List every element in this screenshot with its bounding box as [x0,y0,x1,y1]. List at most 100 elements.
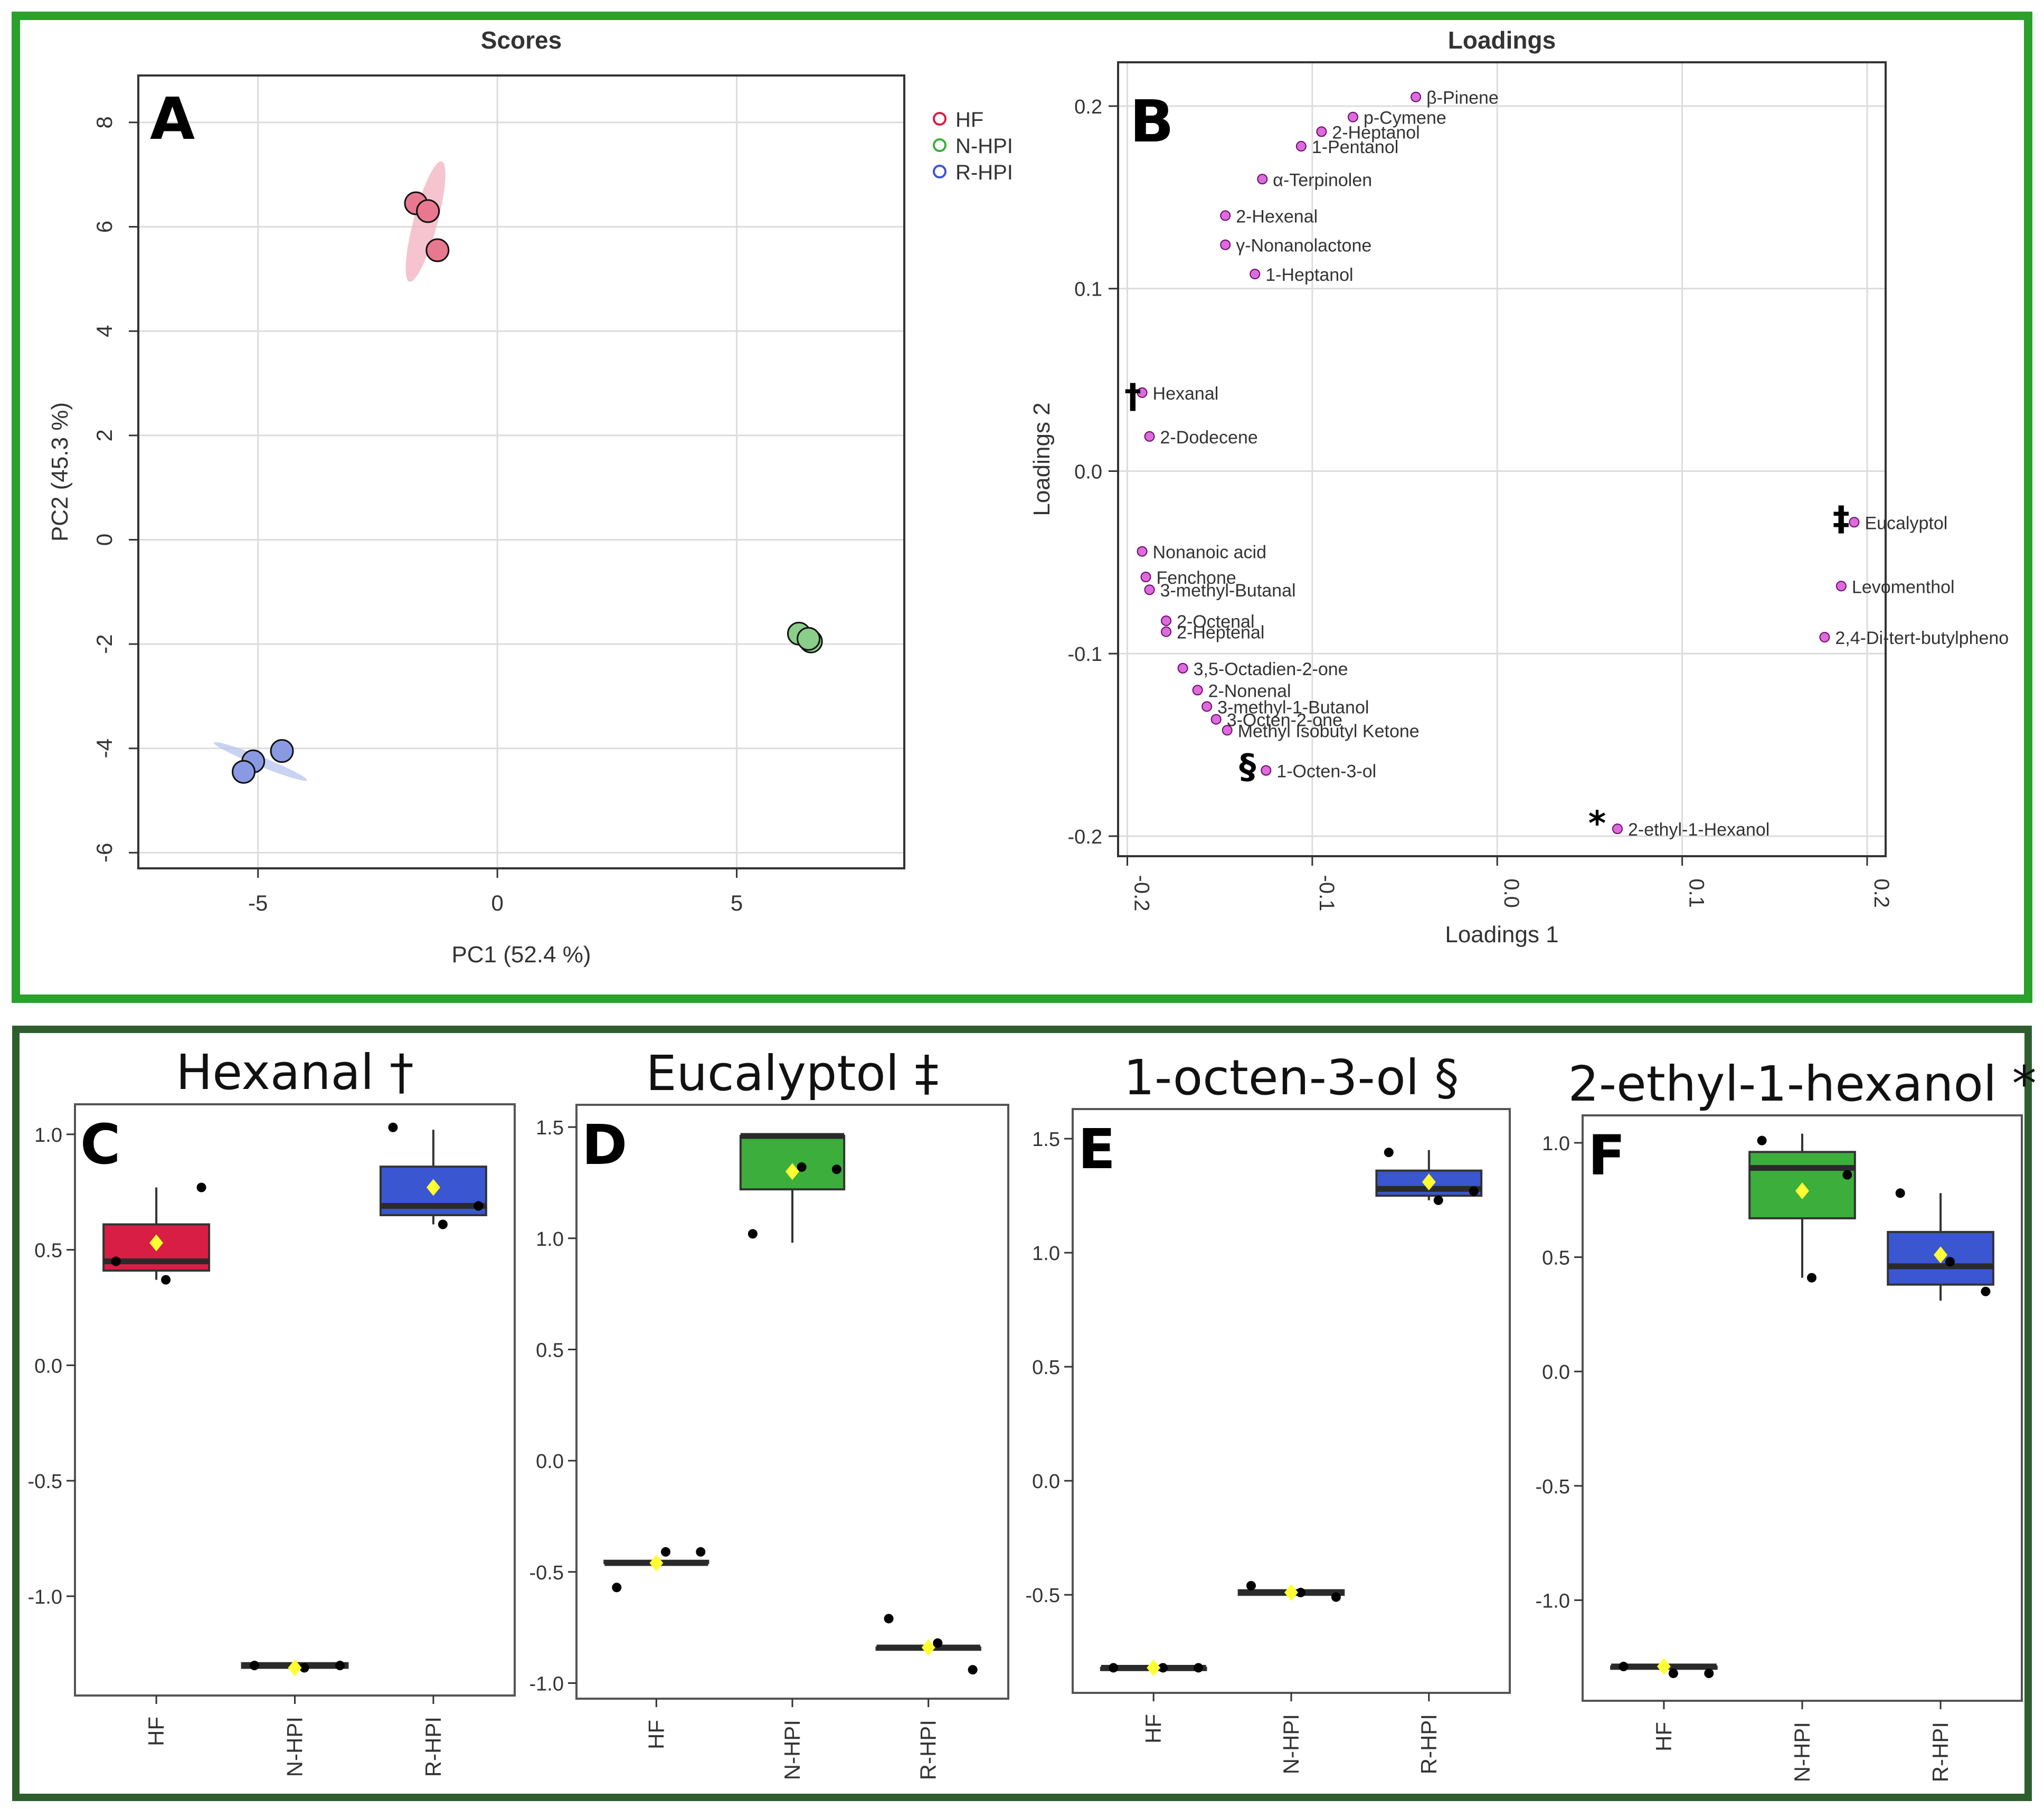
boxplot-y-tick-label: 1.5 [1032,1129,1060,1151]
boxplot-x-tick-label: R-HPI [1416,1714,1441,1774]
data-point [1295,1587,1305,1597]
data-point [1806,1273,1816,1283]
loading-point [1192,685,1203,696]
boxplot-f: -1.0 -0.5 0.0 0.5 1.0 HF N-HPI R-HPI 2-ethyl-1-h… [1536,1056,2037,1782]
scores-y-tick-label: 2 [92,429,117,441]
mean-marker [649,1554,664,1571]
loading-label: Methyl Isobutyl Ketone [1238,721,1420,741]
mean-marker [288,1659,302,1677]
loading-point [1261,765,1272,776]
loading-point [1161,626,1172,637]
loading-label: Nonanoic acid [1153,543,1266,563]
boxplot-x-tick-label: HF [1651,1722,1676,1751]
loadings-x-tick-label: -0.1 [1315,875,1338,912]
mean-marker [921,1639,935,1656]
loading-label: 3,5-Octadien-2-one [1194,659,1348,679]
scores-x-tick-label: -5 [248,891,268,915]
data-point [438,1219,448,1229]
loading-label: 1-Heptanol [1265,265,1353,285]
boxplot-y-tick-label: -0.5 [28,1471,62,1493]
scores-y-tick-label: -6 [92,843,117,863]
boxplot-y-tick-label: 1.0 [536,1228,564,1251]
boxplot-x-tick-label: N-HPI [780,1720,805,1780]
boxplot-y-tick-label: 0.0 [34,1355,62,1377]
score-point-r-hpi [270,739,294,763]
panel-label-a: A [150,85,195,153]
scores-y-tick-label: 8 [92,116,117,128]
loading-point [1612,823,1623,835]
scores-title: Scores [481,26,562,54]
loading-point [1849,517,1860,528]
loading-label: 2-Nonenal [1208,681,1291,701]
mean-marker [1284,1584,1298,1601]
legend-marker-n-hpi [933,138,947,152]
loadings-x-tick-label: -0.2 [1130,875,1153,912]
boxplot-x-tick-label: HF [1141,1714,1166,1744]
loading-label: 2-Dodecene [1160,428,1258,448]
significance-marker: § [1239,748,1256,787]
boxplot-y-tick-label: 1.0 [1032,1243,1060,1265]
loadings-y-tick-label: 0.2 [1074,96,1102,118]
plots-layer: -5 0 5 -6 -4 -2 0 2 4 6 8 Scores A PC1 (52.4 %) PC2 (4… [28,26,2037,1782]
loading-point [1220,210,1231,221]
boxplot-x-tick-label: N-HPI [1790,1722,1814,1782]
data-point [335,1661,345,1671]
significance-marker: * [1588,804,1606,844]
boxplot-y-tick-label: 1.0 [34,1124,62,1147]
data-point [250,1661,260,1671]
data-point [1331,1592,1341,1602]
loadings-x-axis-label: Loadings 1 [1445,922,1558,948]
loading-point [1161,615,1172,626]
data-point [1433,1195,1443,1205]
legend-label-hf: HF [955,108,983,131]
loading-point [1347,111,1358,122]
loadings-y-tick-label: 0.0 [1074,461,1102,483]
mean-marker [1422,1173,1436,1191]
loadings-x-tick-label: 0.1 [1685,878,1708,908]
loadings-plot-area [1118,62,1886,856]
data-point [1668,1669,1678,1679]
boxplot-e: -0.5 0.0 0.5 1.0 1.5 HF N-HPI R-HPI 1-octen-3-ol… [1026,1049,1511,1774]
loadings-y-tick-label: -0.2 [1068,826,1102,848]
data-point [660,1547,670,1557]
data-point [1158,1663,1168,1673]
loading-label: Fenchone [1157,568,1236,588]
boxplot-x-tick-label: HF [644,1720,668,1749]
scores-x-tick-label: 5 [731,891,743,915]
scores-y-axis-label: PC2 (45.3 %) [47,402,73,542]
loading-point [1144,431,1155,442]
scores-y-tick-label: 0 [92,534,117,546]
loading-label: 2-Heptenal [1177,623,1264,643]
loading-label: p-Cymene [1364,108,1446,128]
boxplot-title: Hexanal † [176,1044,413,1101]
scores-x-axis-label: PC1 (52.4 %) [451,942,591,968]
boxplot-x-tick-label: R-HPI [916,1720,941,1780]
data-point [1704,1669,1714,1679]
mean-marker [1795,1182,1809,1199]
mean-marker [1147,1659,1161,1677]
data-point [696,1547,706,1557]
loading-point [1222,725,1233,736]
boxplot-title: 1-octen-3-ol § [1123,1049,1459,1106]
boxplot-d: -1.0 -0.5 0.0 0.5 1.0 1.5 HF N-HPI R-HPI Eucalypt… [529,1045,1009,1780]
loading-point [1819,632,1830,643]
loadings-title: Loadings [1448,26,1556,54]
boxplot-y-tick-label: 0.5 [1032,1357,1060,1379]
significance-marker: † [1124,377,1141,416]
loading-label: 2-Heptanol [1332,122,1420,143]
data-point [299,1663,309,1673]
box-n-hpi [739,1134,846,1191]
data-point [1109,1663,1119,1673]
loading-label: α-Terpinolen [1273,170,1372,190]
loading-point [1257,174,1268,185]
loading-point [1250,269,1261,280]
boxplot-y-tick-label: -0.5 [1536,1476,1570,1498]
data-point [1619,1662,1629,1672]
loading-point [1137,546,1148,557]
data-point [1384,1148,1394,1158]
loadings-y-tick-label: 0.1 [1074,279,1102,301]
legend-label-r-hpi: R-HPI [955,161,1013,184]
data-point [1757,1135,1767,1145]
score-point-hf [416,199,440,223]
